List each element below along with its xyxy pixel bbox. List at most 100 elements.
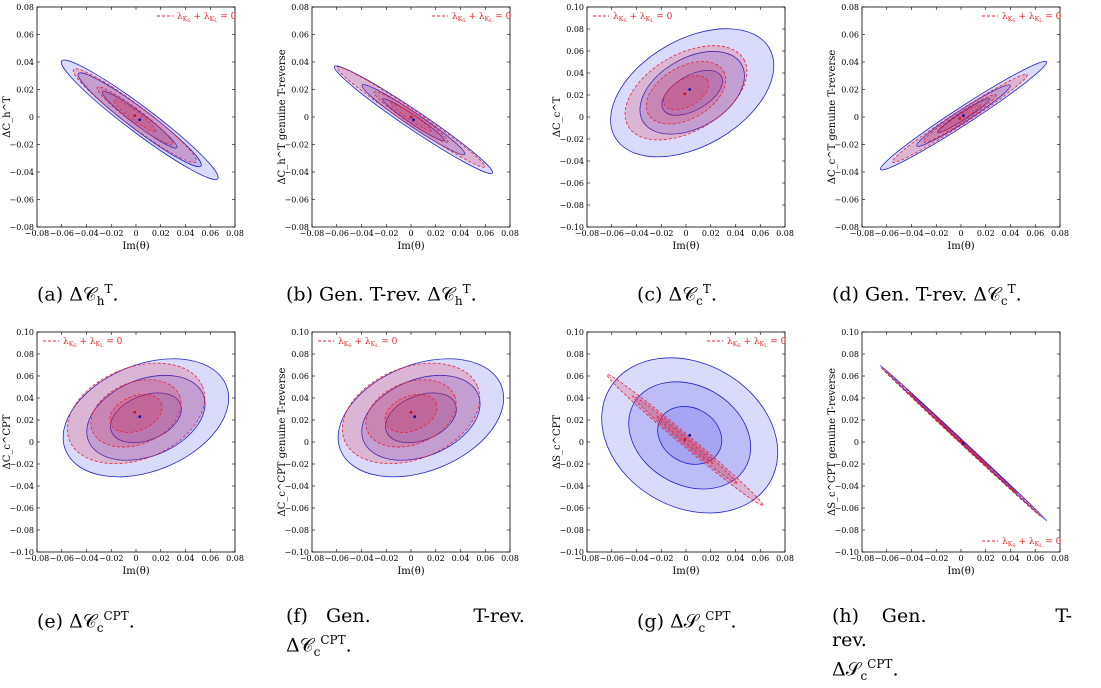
y-tick-label: 0.10	[291, 328, 309, 337]
chart-svg-e: −0.08 −0.06 −0.04 −0.02 0 0.02 0.04 0.06 0.080.1…	[2, 328, 244, 577]
y-tick-label: −0.08	[834, 526, 859, 535]
y-tick-label: 0	[579, 438, 584, 447]
blue-contour-1	[110, 392, 182, 444]
y-tick-label: 0.02	[16, 416, 34, 425]
red-best-fit-point	[683, 438, 687, 442]
legend-label: λKS + λKL = 0	[63, 337, 123, 349]
y-axis-label: ΔC_h^T	[2, 96, 13, 138]
y-tick-label: −0.04	[834, 168, 859, 177]
x-tick-label: −0.04	[349, 554, 374, 563]
legend-label: λKS + λKL = 0	[1002, 537, 1062, 549]
red-best-fit-point	[959, 439, 963, 443]
y-tick-label: 0.06	[841, 372, 859, 381]
y-tick-label: −0.08	[559, 526, 584, 535]
legend-label: λKS + λKL = 0	[1002, 12, 1062, 24]
blue-best-fit-point	[688, 434, 692, 437]
x-tick-label: −0.08	[300, 229, 325, 238]
blue-contour-1	[385, 392, 457, 444]
caption-h-label: (h)	[832, 605, 860, 627]
x-tick-label: −0.02	[649, 229, 674, 238]
y-tick-label: −0.08	[284, 526, 309, 535]
chart-panel-h: −0.08 −0.06 −0.04 −0.02 0 0.02 0.04 0.06 0.08 0.1…	[825, 325, 1100, 580]
red-best-fit-point	[958, 116, 962, 120]
x-axis-label: Im(θ)	[397, 241, 424, 252]
legend-label: λKS + λKL = 0	[613, 12, 673, 24]
plot-frame	[861, 6, 1061, 228]
y-tick-label: 0.04	[841, 58, 859, 67]
blue-best-fit-point	[962, 441, 965, 445]
caption-d-label: (d)	[832, 283, 859, 306]
y-tick-label: −0.02	[9, 460, 34, 469]
x-tick-label: −0.06	[874, 229, 899, 238]
caption-g-label: (g)	[637, 610, 664, 633]
x-tick-label: −0.08	[575, 229, 600, 238]
red-best-fit-point	[409, 115, 413, 119]
x-tick-label: 0.08	[776, 229, 794, 238]
x-tick-label: 0.06	[751, 554, 769, 563]
y-tick-label: 0.02	[841, 416, 859, 425]
chart-panel-b: −0.08 −0.06 −0.04 −0.02 0 0.02 0.04 0.06 0.08 0.0…	[275, 0, 550, 255]
y-tick-label: 0.08	[566, 350, 584, 359]
x-tick-label: 0	[133, 229, 138, 238]
y-tick-label: 0	[579, 113, 584, 122]
y-axis-label: ΔC_c^T genuine T-reverse	[827, 50, 838, 185]
x-tick-label: 0.06	[201, 554, 219, 563]
y-tick-label: 0.04	[566, 69, 584, 78]
red-best-fit-point	[683, 92, 687, 96]
x-tick-label: 0	[683, 229, 688, 238]
y-tick-label: −0.10	[834, 548, 859, 557]
y-tick-label: 0.10	[841, 328, 859, 337]
y-tick-label: −0.06	[559, 504, 584, 513]
chart-panel-g: −0.08 −0.06 −0.04 −0.02 0 0.02 0.04 0.06 0.08 0.1…	[550, 325, 825, 580]
x-tick-label: −0.08	[575, 554, 600, 563]
x-tick-label: −0.06	[49, 229, 74, 238]
y-tick-label: −0.04	[284, 168, 309, 177]
legend-label: λKS + λKL = 0	[452, 12, 512, 24]
blue-contour-1	[661, 69, 723, 116]
y-tick-label: 0.08	[291, 3, 309, 12]
contour-group	[879, 60, 1048, 171]
y-tick-label: −0.04	[559, 482, 584, 491]
x-tick-label: 0.04	[452, 554, 470, 563]
y-tick-label: −0.08	[284, 223, 309, 232]
y-tick-label: −0.02	[834, 460, 859, 469]
x-tick-label: −0.06	[49, 554, 74, 563]
chart-panel-a: −0.08 −0.06 −0.04 −0.02 0 0.02 0.04 0.06 0.08 0.0…	[0, 0, 275, 255]
x-tick-label: 0.08	[226, 554, 244, 563]
x-tick-label: 0.04	[727, 554, 745, 563]
blue-best-fit-point	[138, 415, 142, 419]
y-tick-label: 0.10	[16, 328, 34, 337]
y-axis-label: ΔC_h^T genuine T-reverse	[277, 49, 288, 184]
y-tick-label: −0.10	[559, 223, 584, 232]
x-tick-label: −0.08	[25, 554, 50, 563]
chart-svg-d: −0.08 −0.06 −0.04 −0.02 0 0.02 0.04 0.06 0.080.0…	[827, 3, 1069, 252]
y-tick-label: 0.02	[291, 86, 309, 95]
y-axis-label: ΔC_c^CPT	[2, 414, 13, 469]
x-tick-label: 0.04	[452, 229, 470, 238]
caption-e-label: (e)	[37, 610, 64, 633]
x-axis-label: Im(θ)	[122, 566, 149, 577]
y-tick-label: −0.02	[9, 141, 34, 150]
caption-b-label: (b)	[286, 283, 313, 306]
x-tick-label: 0.02	[702, 554, 720, 563]
blue-best-fit-point	[138, 118, 142, 122]
blue-best-fit-point	[962, 114, 965, 118]
chart-svg-a: −0.08 −0.06 −0.04 −0.02 0 0.02 0.04 0.06 0.080.0…	[2, 3, 244, 252]
x-tick-label: 0.08	[1051, 554, 1069, 563]
y-tick-label: −0.02	[834, 141, 859, 150]
x-axis-label: Im(θ)	[397, 566, 424, 577]
x-tick-label: 0.08	[776, 554, 794, 563]
y-tick-label: −0.06	[284, 504, 309, 513]
x-tick-label: −0.02	[924, 554, 949, 563]
y-tick-label: −0.10	[284, 548, 309, 557]
contour-group	[879, 365, 1048, 522]
y-tick-label: −0.08	[559, 201, 584, 210]
y-tick-label: 0.08	[841, 3, 859, 12]
y-tick-label: −0.04	[559, 157, 584, 166]
legend-label: λKS + λKL = 0	[177, 12, 237, 24]
plot-frame	[36, 331, 236, 553]
red-contour-1	[663, 75, 709, 111]
caption-a-label: (a)	[37, 283, 64, 306]
y-tick-label: 0.08	[566, 25, 584, 34]
y-tick-label: −0.06	[834, 504, 859, 513]
